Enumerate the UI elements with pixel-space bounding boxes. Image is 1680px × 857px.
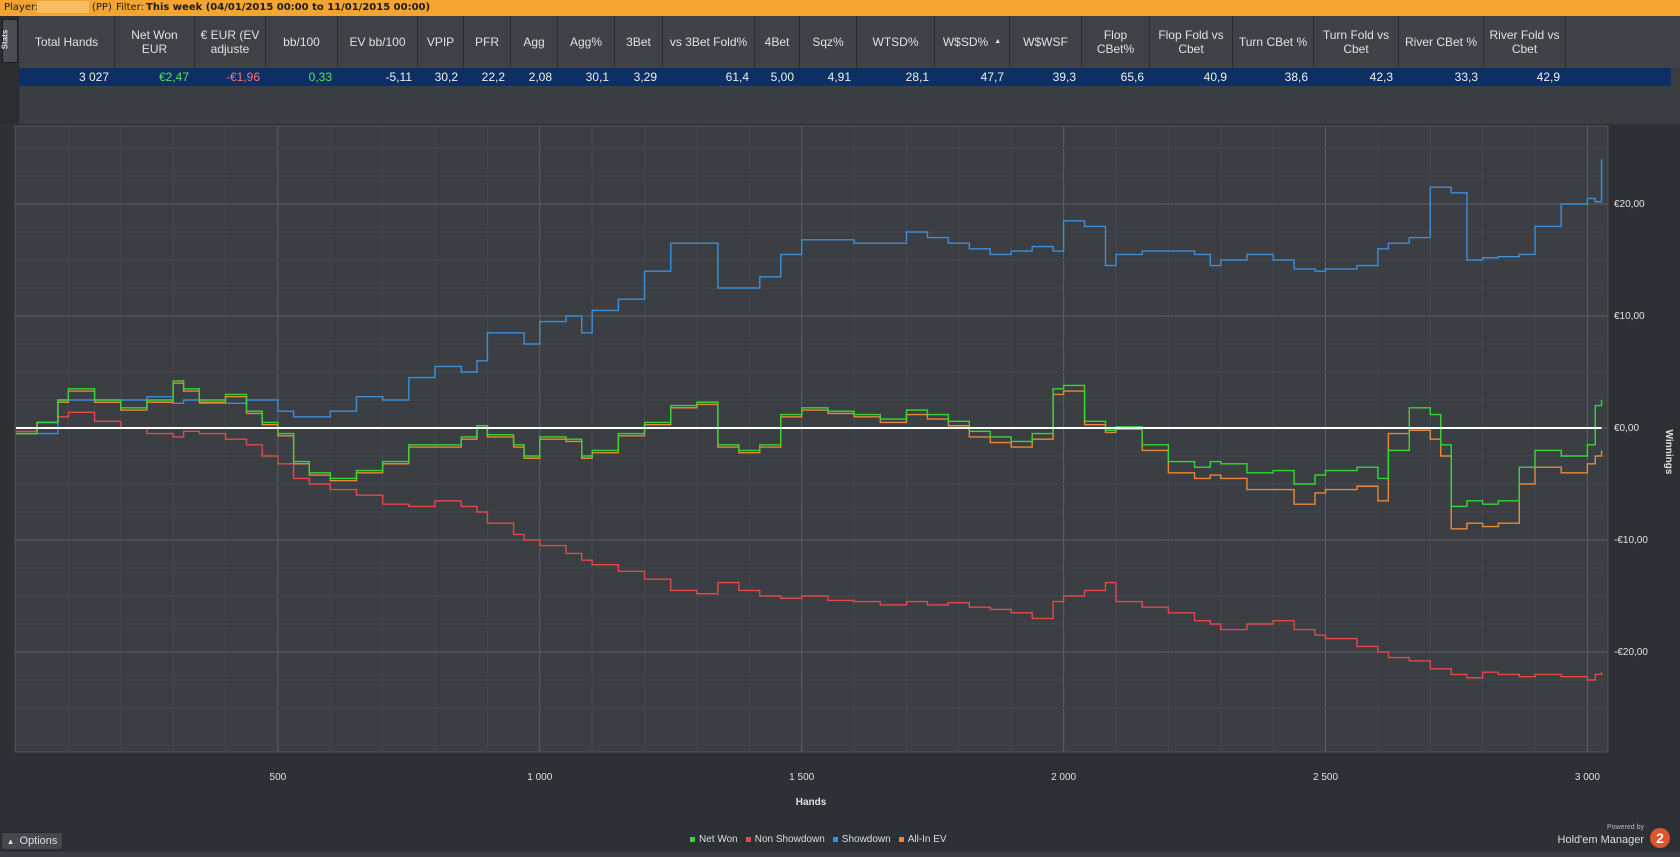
stat-value-18: 38,6 — [1284, 70, 1308, 84]
stat-value-15: 39,3 — [1052, 70, 1076, 84]
legend-swatch — [898, 836, 904, 842]
stat-value-8: 30,1 — [585, 70, 609, 84]
filter-value[interactable]: This week (04/01/2015 00:00 to 11/01/201… — [146, 2, 431, 13]
filter-label: Filter: — [116, 2, 144, 13]
stat-value-21: 42,9 — [1536, 70, 1560, 84]
legend-swatch — [745, 836, 751, 842]
stat-header-18[interactable]: Turn CBet % — [1233, 16, 1314, 68]
x-axis-ticks: 500 1 000 1 500 2 000 2 500 3 000 — [270, 772, 1601, 783]
powered-by-text: Powered by — [1607, 824, 1644, 831]
stat-value-7: 2,08 — [528, 70, 552, 84]
stat-header-11[interactable]: 4Bet — [755, 16, 800, 68]
y-tick-label: €0,00 — [1614, 423, 1639, 434]
stat-header-14[interactable]: W$SD% — [935, 16, 1010, 68]
stats-side-panel: Stats — [0, 16, 20, 124]
legend-label: Showdown — [841, 834, 891, 845]
stat-value-16: 65,6 — [1120, 70, 1144, 84]
player-input[interactable] — [37, 1, 89, 13]
stat-value-10: 61,4 — [725, 70, 749, 84]
legend-swatch — [832, 836, 838, 842]
stat-header-0[interactable]: Total Hands — [19, 16, 115, 68]
site-tag: (PP) — [92, 2, 112, 13]
legend-item[interactable]: All-In EV — [898, 834, 947, 845]
stat-header-2[interactable]: € EUR (EV adjuste — [195, 16, 266, 68]
series-lines — [16, 159, 1603, 681]
stat-value-14: 47,7 — [980, 70, 1004, 84]
y-tick-label: -€20,00 — [1614, 647, 1648, 658]
stat-header-12[interactable]: Sqz% — [800, 16, 857, 68]
stat-value-19: 42,3 — [1369, 70, 1393, 84]
legend-label: All-In EV — [907, 834, 947, 845]
options-button[interactable]: ▲ Options — [1, 832, 63, 850]
series-line-showdown — [16, 159, 1603, 435]
x-tick-label: 500 — [270, 772, 287, 783]
legend-label: Net Won — [699, 834, 738, 845]
stat-header-20[interactable]: River CBet % — [1399, 16, 1484, 68]
legend-item[interactable]: Non Showdown — [745, 834, 825, 845]
series-line-non-showdown — [16, 411, 1603, 681]
y-tick-label: €20,00 — [1614, 199, 1645, 210]
stat-header-19[interactable]: Turn Fold vs Cbet — [1314, 16, 1399, 68]
stat-header-5[interactable]: VPIP — [418, 16, 464, 68]
brand-name: Hold'em Manager — [1557, 834, 1644, 846]
grid-lines — [15, 126, 1608, 752]
stat-header-9[interactable]: 3Bet — [615, 16, 663, 68]
series-line-net-won — [16, 380, 1603, 508]
chevron-up-icon: ▲ — [6, 836, 15, 846]
stat-header-6[interactable]: PFR — [464, 16, 511, 68]
stat-header-3[interactable]: bb/100 — [266, 16, 338, 68]
stat-value-12: 4,91 — [827, 70, 851, 84]
filter-bar: Player: (PP) Filter: This week (04/01/20… — [0, 0, 1680, 16]
legend-swatch — [690, 836, 695, 842]
hm-logo-icon: 2 — [1650, 828, 1670, 848]
y-tick-label: -€10,00 — [1614, 535, 1648, 546]
legend-item[interactable]: Showdown — [832, 834, 891, 845]
stat-value-13: 28,1 — [905, 70, 929, 84]
x-axis-label: Hands — [796, 797, 827, 808]
stats-tab[interactable]: Stats — [0, 19, 18, 63]
options-label: Options — [19, 835, 58, 847]
stat-value-4: -5,11 — [385, 70, 412, 84]
player-label: Player: — [4, 2, 39, 13]
stats-data-row[interactable]: 3 027 €2,47 -€1,96 0,33 -5,11 30,2 22,2 2,08 30,… — [19, 68, 1671, 86]
y-tick-label: €10,00 — [1614, 311, 1645, 322]
stat-value-5: 30,2 — [434, 70, 458, 84]
stat-header-21[interactable]: River Fold vs Cbet — [1484, 16, 1566, 68]
winnings-graph[interactable]: €20,00 €10,00 €0,00 -€10,00 -€20,00 500 1 000… — [0, 124, 1680, 852]
x-tick-label: 3 000 — [1575, 772, 1600, 783]
stat-header-8[interactable]: Agg% — [558, 16, 615, 68]
stat-value-17: 40,9 — [1203, 70, 1227, 84]
stat-header-7[interactable]: Agg — [511, 16, 558, 68]
stat-value-2: -€1,96 — [225, 70, 260, 84]
stat-header-17[interactable]: Flop Fold vs Cbet — [1150, 16, 1233, 68]
stat-header-4[interactable]: EV bb/100 — [338, 16, 418, 68]
stat-header-13[interactable]: WTSD% — [857, 16, 935, 68]
stat-value-0: 3 027 — [78, 70, 109, 84]
stat-value-3: 0,33 — [308, 70, 332, 84]
y-axis-label: Winnings — [1663, 430, 1674, 475]
legend-item[interactable]: Net Won — [690, 834, 738, 845]
x-tick-label: 2 000 — [1051, 772, 1076, 783]
stat-header-15[interactable]: W$WSF — [1010, 16, 1082, 68]
stat-header-1[interactable]: Net Won EUR — [115, 16, 195, 68]
stat-value-20: 33,3 — [1454, 70, 1478, 84]
stat-value-11: 5,00 — [770, 70, 794, 84]
chart-legend: Net Won Non Showdown Showdown All-In EV — [690, 834, 955, 845]
x-tick-label: 1 500 — [789, 772, 814, 783]
stats-tab-label: Stats — [0, 29, 10, 50]
stats-header-row: Total Hands Net Won EUR € EUR (EV adjuste b… — [19, 16, 1680, 68]
plot-background — [14, 125, 1609, 753]
stats-empty-area — [19, 86, 1680, 124]
stat-header-10[interactable]: vs 3Bet Fold% — [663, 16, 755, 68]
legend-label: Non Showdown — [754, 834, 825, 845]
y-axis-ticks: €20,00 €10,00 €0,00 -€10,00 -€20,00 — [1614, 199, 1648, 658]
stat-value-6: 22,2 — [481, 70, 505, 84]
x-tick-label: 1 000 — [527, 772, 552, 783]
winnings-graph-panel: €20,00 €10,00 €0,00 -€10,00 -€20,00 500 1 000… — [0, 124, 1680, 852]
stat-value-1: €2,47 — [158, 70, 189, 84]
x-tick-label: 2 500 — [1313, 772, 1338, 783]
hm-branding: Powered by Hold'em Manager 2 — [1544, 824, 1674, 852]
stat-value-9: 3,29 — [633, 70, 657, 84]
stat-header-16[interactable]: Flop CBet% — [1082, 16, 1150, 68]
